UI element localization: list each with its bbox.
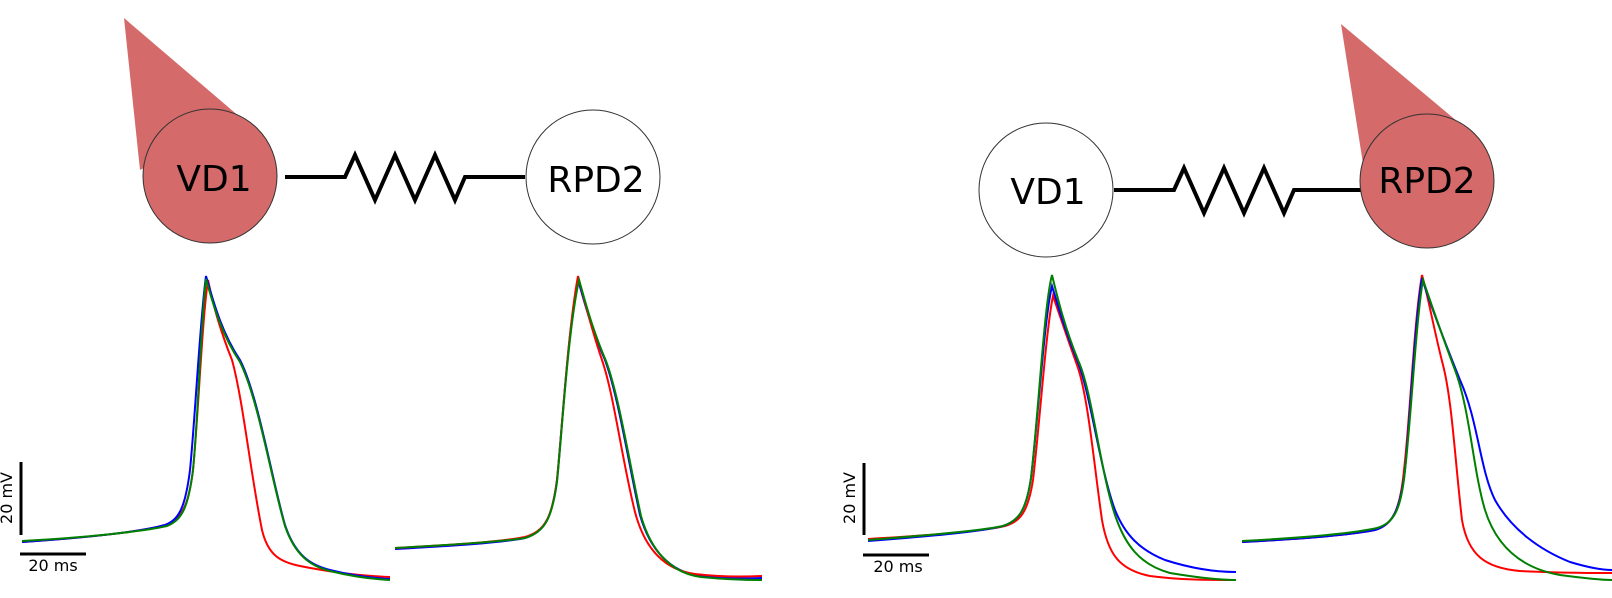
trace-blue (1241, 277, 1612, 571)
trace-blue (394, 279, 763, 580)
trace-green (394, 276, 763, 581)
time-scale-label: 20 ms (873, 557, 922, 576)
trace-red (1241, 274, 1612, 574)
trace-blue (867, 282, 1237, 573)
cell-label-vd1: VD1 (1010, 172, 1085, 213)
trace-green (21, 278, 391, 581)
cell-label-vd1: VD1 (176, 159, 251, 200)
cell-rpd2 (525, 109, 661, 245)
trace-green (867, 274, 1237, 581)
vd1-traces (21, 275, 391, 581)
rpd2-traces (394, 275, 763, 581)
trace-red (867, 292, 1237, 581)
cell-vd1-stimulated (142, 108, 278, 244)
right-panel: VD1 RPD2 20 mV 20 ms (840, 24, 1612, 581)
cell-label-rpd2: RPD2 (1378, 161, 1475, 202)
left-panel: VD1 RPD2 20 mV 20 ms (0, 18, 763, 581)
cell-vd1 (978, 122, 1114, 258)
voltage-scale-label: 20 mV (840, 472, 859, 524)
trace-red (21, 279, 391, 578)
trace-red (394, 275, 763, 578)
rpd2-traces (1241, 274, 1612, 581)
cell-label-rpd2: RPD2 (547, 160, 644, 201)
coupling-resistor (1114, 163, 1362, 218)
cell-rpd2-stimulated (1359, 113, 1495, 249)
trace-green (1241, 276, 1612, 581)
time-scale-label: 20 ms (28, 556, 77, 575)
trace-blue (21, 275, 391, 580)
coupling-resistor (285, 150, 525, 205)
voltage-scale-label: 20 mV (0, 472, 16, 524)
vd1-traces (867, 274, 1237, 581)
